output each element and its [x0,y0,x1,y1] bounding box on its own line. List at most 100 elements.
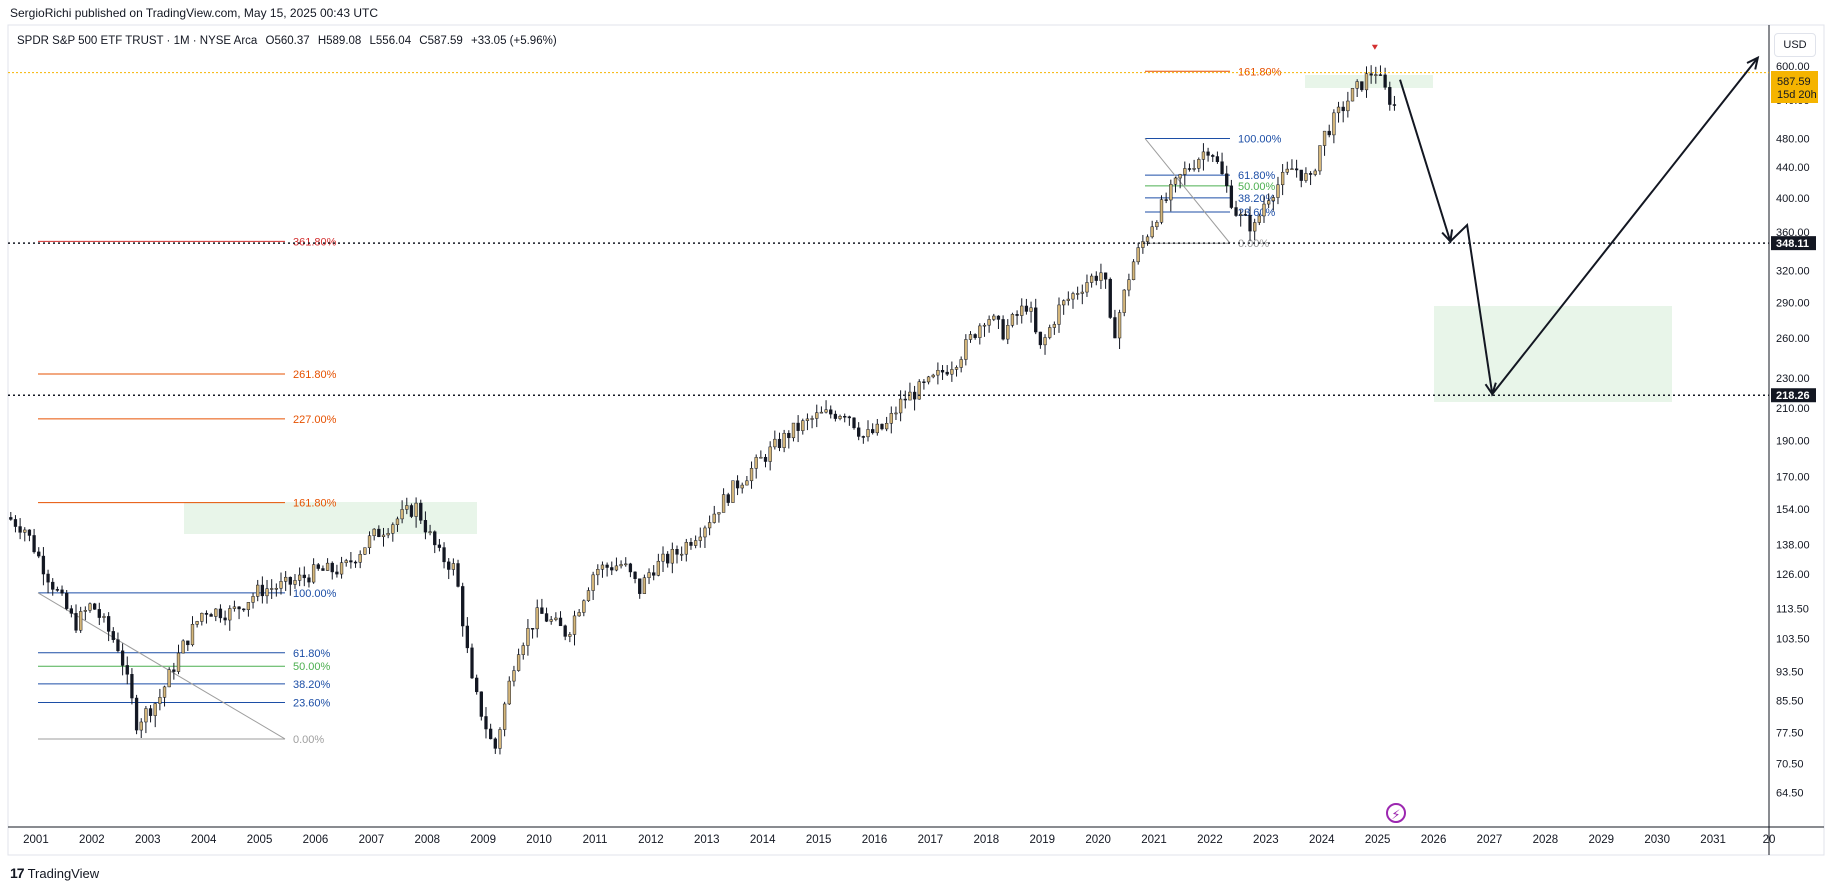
candle-body [442,547,446,563]
candle-body [908,391,912,401]
x-tick-label: 2006 [303,834,329,846]
symbol-legend[interactable]: SPDR S&P 500 ETF TRUST · 1M · NYSE Arca … [17,35,562,47]
candle-body [1211,155,1215,157]
candle-body [619,564,623,567]
candle-body [1336,106,1341,114]
candle-body [675,549,679,555]
candle-body [41,555,46,575]
candle-body [1127,279,1131,291]
candle-body [582,600,586,613]
plot-frame [7,24,1825,856]
candle-body [302,574,306,579]
candle-body [321,568,325,571]
candle-body [465,625,469,649]
candle-body [693,540,698,546]
candle-body [917,381,921,400]
x-tick-label: 2008 [414,834,440,846]
candle-body [358,554,362,563]
candle-body [475,677,479,693]
candle-body [586,590,591,602]
projection-path[interactable] [1399,57,1759,397]
candle-body [1029,307,1033,312]
x-tick-label: 2024 [1309,834,1335,846]
fib-2022-label: 0.00% [1238,238,1269,250]
candle-body [731,480,735,503]
currency-selector[interactable]: USD [1774,33,1816,57]
candle-body [1201,151,1206,160]
candle-body [1229,185,1234,208]
brand-name: TradingView [27,865,100,881]
candle-body [777,438,782,448]
last-price-label: 587.59 [1777,76,1811,88]
candle-body [232,606,237,609]
candle-body [1378,74,1383,76]
candle-body [1020,305,1024,316]
publish-header: SergioRichi published on TradingView.com… [10,6,378,20]
x-tick-label: 2017 [918,834,944,846]
candle-body [605,564,609,568]
candle-body [433,531,437,546]
y-tick-label: 113.50 [1776,603,1809,615]
candle-body [353,561,358,564]
candle-body [968,334,973,340]
candle-body [535,607,539,630]
candle-body [843,416,847,418]
candle-body [1052,324,1056,328]
candle-body [1308,173,1313,175]
candle-body [773,438,777,448]
symbol-name[interactable]: SPDR S&P 500 ETF TRUST · 1M · NYSE Arca [17,35,258,47]
candle-body [1327,130,1331,136]
candle-body [554,617,558,620]
candle-body [97,609,101,618]
x-tick-label: 2023 [1253,834,1279,846]
y-tick-label: 320.00 [1776,266,1810,278]
candle-body [1285,168,1289,173]
candle-body [684,542,688,555]
candle-body [51,581,55,590]
candle-body [1001,319,1005,340]
candle-body [1183,168,1187,175]
projection-arrowhead [1441,229,1454,244]
candle-body [652,572,656,576]
zone-target [1434,306,1672,402]
candle-body [1048,327,1052,338]
candle-body [204,612,209,615]
candle-body [172,669,176,672]
candle-body [1318,145,1322,172]
candle-body [111,631,115,640]
candle-body [1141,241,1145,248]
candle-body [498,729,502,749]
candle-body [139,721,143,731]
candle-body [1374,74,1378,76]
candle-body [749,468,754,482]
candle-body [1108,278,1112,318]
lightning-icon[interactable]: ⚡ [1386,803,1406,823]
tradingview-brand[interactable]: 17 TradingView [10,865,99,881]
candle-body [311,564,316,583]
candle-body [148,708,153,716]
candle-body [964,339,968,360]
zone-2007-top [184,502,477,534]
candle-body [209,614,213,617]
candle-body [102,616,106,618]
candle-body [470,647,474,679]
candle-body [1346,100,1350,112]
candle-body [1034,307,1038,333]
x-tick-label: 2030 [1644,834,1670,846]
candle-body [451,563,456,570]
candle-body [260,584,265,597]
candle-body [936,369,940,376]
candle-body [787,432,791,439]
candle-body [1043,337,1047,346]
candle-body [1099,272,1103,281]
candle-body [1080,291,1084,294]
candle-body [256,584,260,597]
y-tick-label: 93.50 [1776,666,1804,678]
candle-body [1006,325,1010,340]
y-tick-label: 190.00 [1776,435,1810,447]
x-tick-label: 2011 [583,834,608,846]
candle-body [265,588,269,597]
candle-body [959,359,963,368]
candle-body [549,619,553,622]
